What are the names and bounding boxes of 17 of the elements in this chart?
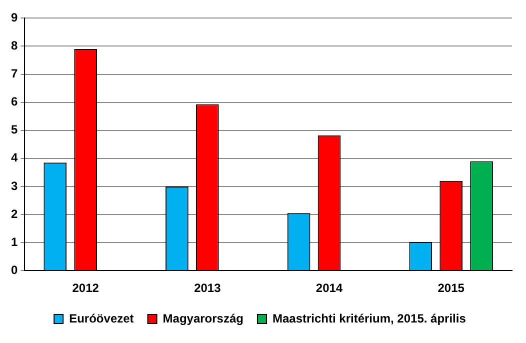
y-tick-label: 6 (10, 94, 18, 109)
y-tick-label: 3 (10, 178, 18, 193)
x-tick-label: 2014 (316, 281, 343, 296)
legend-label: Maastrichti kritérium, 2015. április (272, 311, 466, 326)
x-tick-label: 2015 (438, 281, 465, 296)
y-tick-label: 2 (10, 206, 18, 221)
y-tick-label: 7 (10, 66, 18, 81)
y-tick-label: 5 (10, 122, 18, 137)
y-tick-label: 8 (10, 38, 18, 53)
y-tick-label: 9 (10, 10, 18, 25)
legend-label: Magyarország (162, 311, 244, 326)
y-tick-label: 4 (10, 150, 18, 165)
x-tick-label: 2012 (72, 281, 100, 296)
x-tick-label: 2013 (194, 281, 222, 296)
legend-label: Euróövezet (69, 311, 134, 326)
y-tick-label: 0 (10, 262, 18, 277)
y-tick-label: 1 (10, 234, 18, 249)
